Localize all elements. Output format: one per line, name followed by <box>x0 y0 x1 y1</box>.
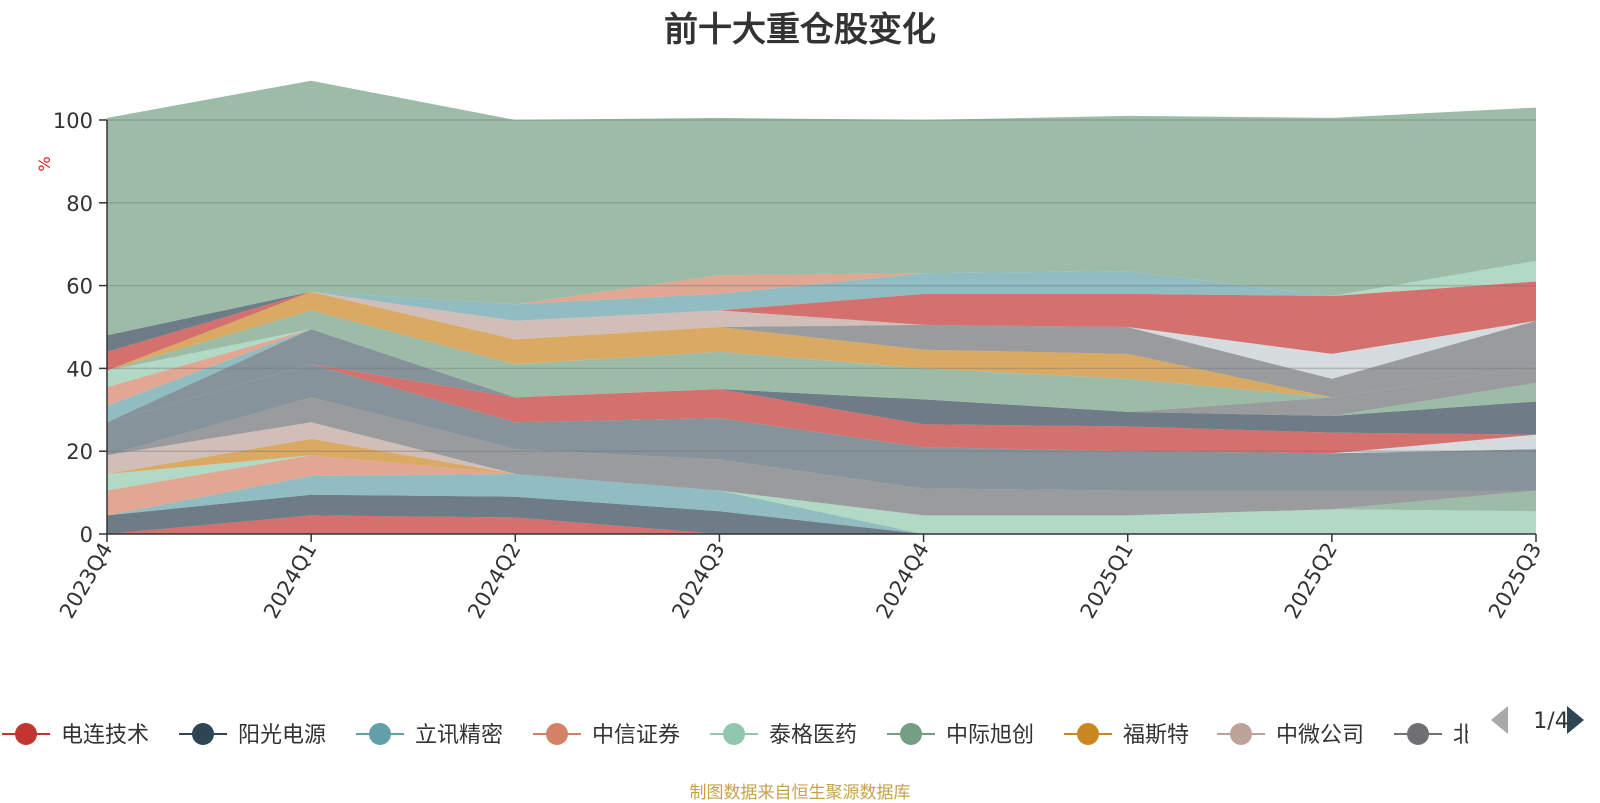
legend-label: 北方 <box>1453 723 1497 748</box>
x-axis-tick-label: 2024Q4 <box>871 539 933 623</box>
legend-label: 立讯精密 <box>415 723 503 748</box>
legend-item[interactable]: 电连技术 <box>2 723 149 748</box>
x-axis-tick-label: 2024Q1 <box>259 539 321 623</box>
area-series-4 <box>107 455 1536 534</box>
legend-circle-marker <box>192 723 214 745</box>
y-axis-tick-label: 0 <box>80 523 93 547</box>
area-series-30 <box>107 80 1536 336</box>
area-series-2 <box>107 474 1536 534</box>
y-axis-tick-label: 80 <box>66 192 93 216</box>
legend-item[interactable]: 泰格医药 <box>710 723 857 748</box>
legend-label: 中际旭创 <box>946 723 1034 748</box>
legend-label: 泰格医药 <box>769 723 857 748</box>
legend-label: 电连技术 <box>61 723 149 748</box>
legend-item[interactable]: 阳光电源 <box>179 723 326 748</box>
area-series-27 <box>107 271 1536 336</box>
area-series-19 <box>107 310 1536 412</box>
area-series-1 <box>107 494 1536 534</box>
legend-circle-marker <box>15 723 37 745</box>
legend-item[interactable]: 立讯精密 <box>356 723 503 748</box>
area-series-5 <box>107 455 1536 516</box>
legend-next-page-button[interactable] <box>1567 706 1584 734</box>
y-axis-tick-label: 20 <box>66 440 93 464</box>
legend-circle-marker <box>1407 723 1429 745</box>
legend-page-indicator: 1/4 <box>1533 709 1568 734</box>
legend-item[interactable]: 中微公司 <box>1217 723 1364 748</box>
area-series-8 <box>107 397 1536 516</box>
x-axis-tick-label: 2025Q3 <box>1484 539 1546 623</box>
area-series-12 <box>107 364 1536 435</box>
legend-prev-page-button[interactable] <box>1491 706 1508 734</box>
legend: 电连技术 阳光电源 立讯精密 中信证券 泰格医药 中际旭创 福斯特 中微公司 北方 <box>2 723 1497 748</box>
legend-circle-marker <box>1230 723 1252 745</box>
legend-label: 福斯特 <box>1123 723 1189 748</box>
legend-circle-marker <box>900 723 922 745</box>
area-series-0 <box>107 515 1536 534</box>
x-axis-tick-label: 2025Q1 <box>1076 539 1138 623</box>
area-series-22 <box>107 291 1536 398</box>
area-series-20 <box>107 291 1536 398</box>
chart-title: 前十大重仓股变化 <box>664 10 936 50</box>
legend-circle-marker <box>723 723 745 745</box>
legend-circle-marker <box>1077 723 1099 745</box>
y-axis-unit-label: % <box>35 156 54 171</box>
legend-label: 中微公司 <box>1276 723 1364 748</box>
area-series-11 <box>107 364 1536 454</box>
legend-item[interactable]: 中际旭创 <box>887 723 1034 748</box>
legend-item[interactable]: 福斯特 <box>1064 723 1189 748</box>
data-source-note: 制图数据来自恒生聚源数据库 <box>689 783 911 803</box>
legend-label: 阳光电源 <box>238 723 326 748</box>
legend-circle-marker <box>546 723 568 745</box>
x-axis-tick-label: 2025Q2 <box>1280 539 1342 623</box>
area-series-15 <box>107 329 1536 423</box>
y-axis-tick-label: 60 <box>66 275 93 299</box>
area-series-9 <box>107 364 1536 491</box>
legend-label: 中信证券 <box>592 723 680 748</box>
y-axis-tick-label: 100 <box>53 109 93 133</box>
x-axis-tick-label: 2023Q4 <box>55 539 117 623</box>
x-axis-tick-label: 2024Q3 <box>667 539 729 623</box>
grid-lines <box>107 119 1536 452</box>
legend-item[interactable]: 北方 <box>1394 723 1497 748</box>
y-axis-tick-label: 40 <box>66 357 93 381</box>
x-axis-tick-label: 2024Q2 <box>463 539 525 623</box>
legend-circle-marker <box>369 723 391 745</box>
legend-item[interactable]: 中信证券 <box>533 723 680 748</box>
legend-pager: 1/4 <box>1491 706 1584 734</box>
area-series-layer <box>107 80 1536 534</box>
area-series-25 <box>107 281 1536 354</box>
